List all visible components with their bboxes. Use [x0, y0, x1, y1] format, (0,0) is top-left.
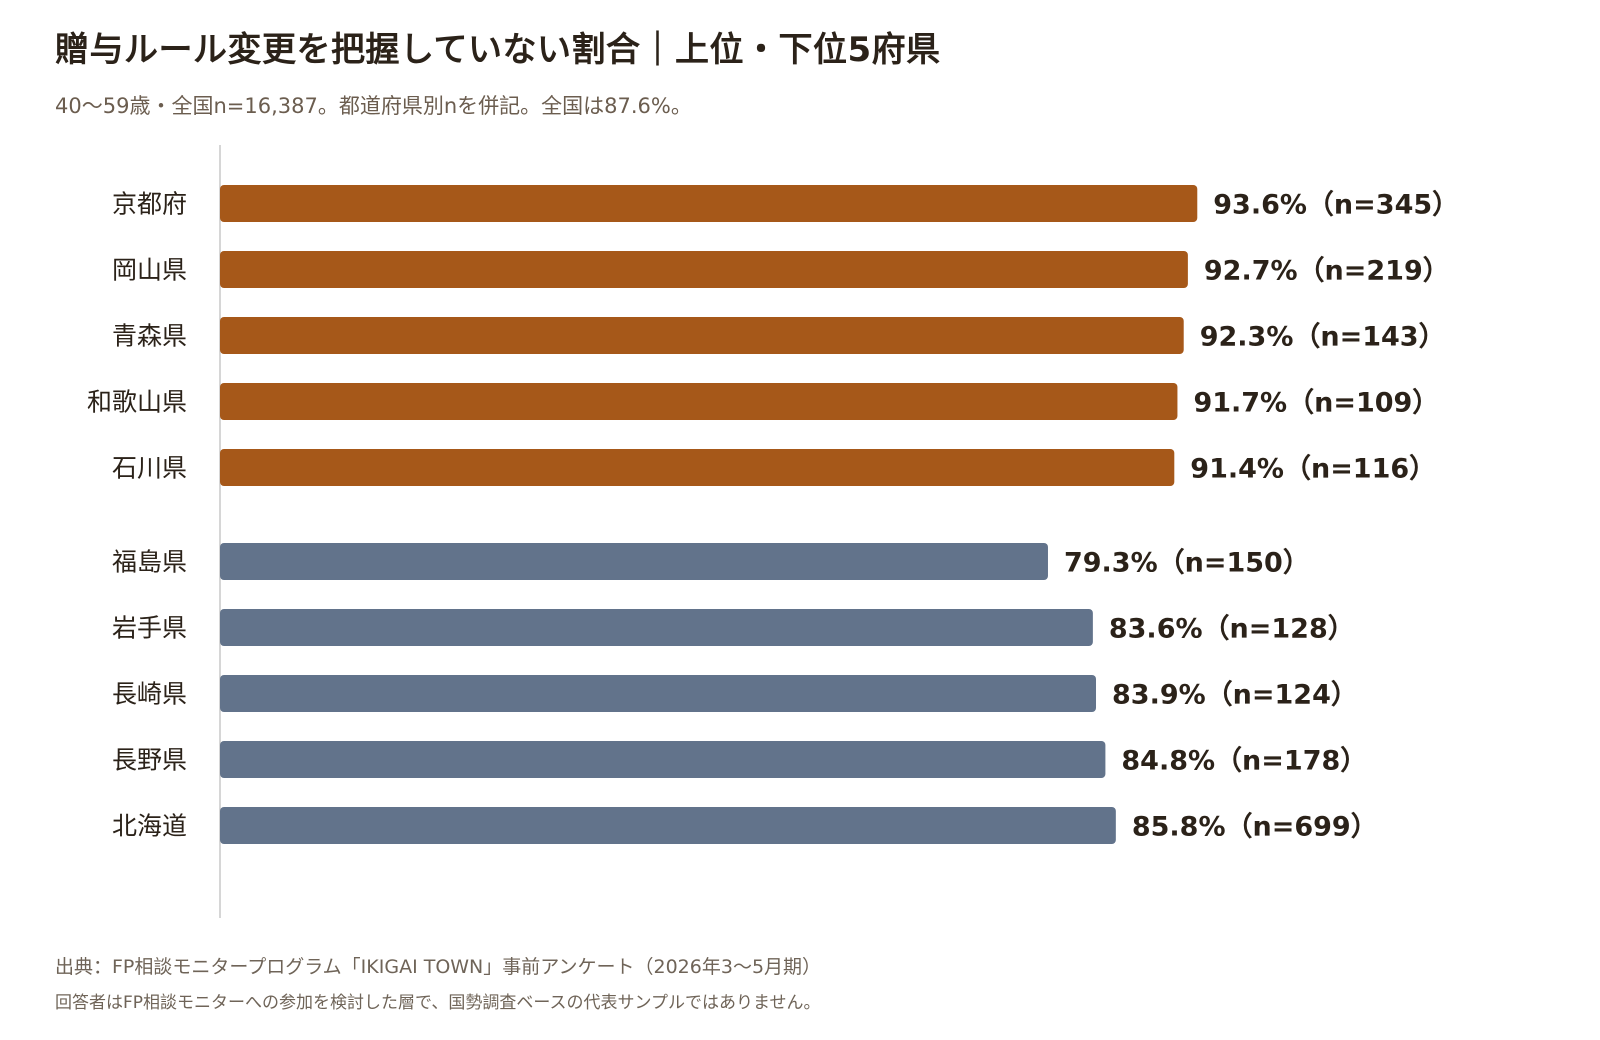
bar: [220, 807, 1116, 844]
data-label: 84.8%（n=178）: [1121, 746, 1367, 777]
chart-title: 贈与ルール変更を把握していない割合｜上位・下位5府県: [55, 30, 941, 70]
category-label: 石川県: [112, 454, 187, 483]
bar: [220, 383, 1178, 420]
category-label: 福島県: [112, 548, 187, 577]
bar: [220, 185, 1198, 222]
bar: [220, 251, 1188, 288]
data-label: 83.9%（n=124）: [1112, 680, 1358, 711]
category-label: 岩手県: [112, 614, 187, 643]
bar: [220, 609, 1093, 646]
bar: [220, 741, 1106, 778]
category-label: 青森県: [112, 322, 187, 351]
data-label: 83.6%（n=128）: [1109, 614, 1355, 645]
bar: [220, 543, 1048, 580]
category-label: 北海道: [112, 812, 187, 841]
bar: [220, 317, 1184, 354]
sample-note: 回答者はFP相談モニターへの参加を検討した層で、国勢調査ベースの代表サンプルでは…: [55, 993, 821, 1013]
bar: [220, 675, 1097, 712]
data-label: 79.3%（n=150）: [1064, 548, 1310, 579]
data-label: 92.7%（n=219）: [1204, 256, 1450, 287]
bar: [220, 449, 1175, 486]
chart-subtitle: 40〜59歳・全国n=16,387。都道府県別nを併記。全国は87.6%。: [55, 94, 692, 118]
data-label: 91.7%（n=109）: [1193, 388, 1439, 419]
category-label: 岡山県: [112, 256, 187, 285]
source-note: 出典：FP相談モニタープログラム「IKIGAI TOWN」事前アンケート（202…: [55, 956, 822, 978]
data-label: 93.6%（n=345）: [1213, 190, 1459, 221]
category-label: 長崎県: [112, 680, 187, 709]
category-label: 京都府: [112, 190, 187, 219]
bar-chart: 京都府 93.6%（n=345） 岡山県 92.7%（n=219） 青森県 92.3%（n…: [87, 145, 1459, 918]
category-label: 和歌山県: [87, 388, 187, 417]
data-label: 85.8%（n=699）: [1132, 812, 1378, 843]
data-label: 91.4%（n=116）: [1190, 454, 1436, 485]
category-label: 長野県: [112, 746, 187, 775]
data-label: 92.3%（n=143）: [1200, 322, 1446, 353]
